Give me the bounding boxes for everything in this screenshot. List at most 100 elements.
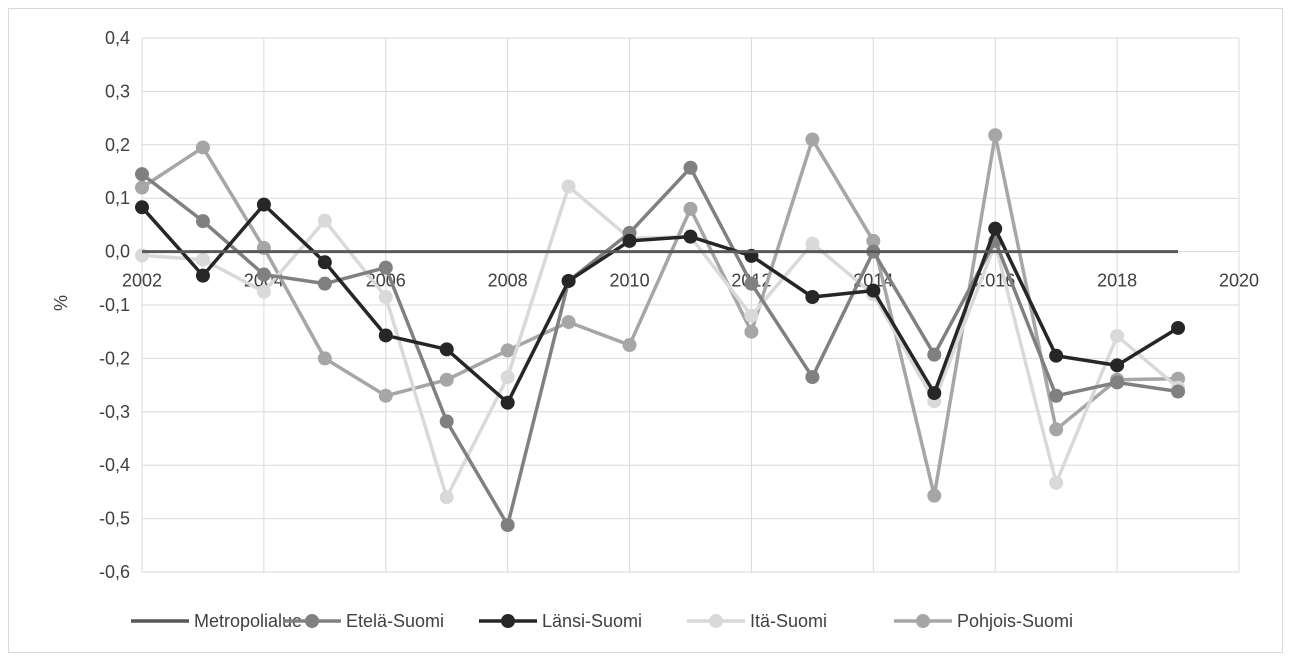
data-point bbox=[439, 414, 454, 429]
series-line bbox=[141, 184, 1180, 499]
legend-label: Etelä-Suomi bbox=[346, 611, 444, 631]
data-point bbox=[1171, 384, 1186, 399]
data-point bbox=[439, 372, 454, 387]
y-tick-label: 0,3 bbox=[105, 81, 130, 101]
x-tick-label: 2002 bbox=[122, 271, 162, 291]
data-point bbox=[500, 395, 515, 410]
data-point bbox=[500, 343, 515, 358]
legend-item: Itä-Suomi bbox=[687, 611, 827, 631]
data-point bbox=[744, 276, 759, 291]
data-point bbox=[195, 268, 210, 283]
legend-item: Etelä-Suomi bbox=[283, 611, 444, 631]
legend-swatch-marker bbox=[709, 614, 723, 628]
data-point bbox=[317, 255, 332, 270]
legend: Metropolialue Etelä-Suomi Länsi-Suomi Itä-S… bbox=[131, 611, 1073, 631]
y-tick-label: 0,0 bbox=[105, 242, 130, 262]
legend-label: Metropolialue bbox=[194, 611, 302, 631]
y-tick-label: 0,4 bbox=[105, 28, 130, 48]
x-tick-label: 2008 bbox=[488, 271, 528, 291]
data-point bbox=[1049, 475, 1064, 490]
data-point bbox=[1110, 358, 1125, 373]
legend-swatch-marker bbox=[305, 614, 319, 628]
y-tick-label: 0,2 bbox=[105, 135, 130, 155]
series-line bbox=[140, 202, 1179, 405]
series-line bbox=[141, 133, 1179, 498]
series-line bbox=[140, 166, 1179, 527]
data-point bbox=[561, 179, 576, 194]
series-layer bbox=[135, 128, 1186, 533]
x-tick-label: 2018 bbox=[1097, 271, 1137, 291]
series-pohjois-suomi bbox=[135, 128, 1186, 503]
y-tick-label: 0,1 bbox=[105, 188, 130, 208]
data-point bbox=[1110, 375, 1125, 390]
data-point bbox=[805, 236, 820, 251]
data-point bbox=[1171, 320, 1186, 335]
data-point bbox=[500, 518, 515, 533]
series-etel-suomi bbox=[135, 160, 1186, 533]
data-point bbox=[744, 308, 759, 323]
data-point bbox=[256, 267, 271, 282]
data-point bbox=[561, 315, 576, 330]
grid bbox=[141, 37, 1240, 573]
x-tick-label: 2010 bbox=[610, 271, 650, 291]
data-point bbox=[683, 201, 698, 216]
data-point bbox=[927, 347, 942, 362]
data-point bbox=[378, 260, 393, 275]
data-point bbox=[866, 233, 881, 248]
data-point bbox=[195, 252, 210, 267]
data-point bbox=[927, 386, 942, 401]
data-point bbox=[683, 160, 698, 175]
line-chart: 0,4 0,3 0,2 0,1 0,0 -0,1 -0,2 -0,3 -0,4 -0,5 -0,6 2… bbox=[51, 28, 1259, 631]
data-point bbox=[439, 342, 454, 357]
data-point bbox=[1049, 348, 1064, 363]
data-point bbox=[988, 221, 1003, 236]
y-tick-label: -0,4 bbox=[99, 455, 130, 475]
legend-label: Itä-Suomi bbox=[750, 611, 827, 631]
data-point bbox=[317, 276, 332, 291]
series-l-nsi-suomi bbox=[135, 197, 1186, 410]
chart-frame: 0,4 0,3 0,2 0,1 0,0 -0,1 -0,2 -0,3 -0,4 -0,5 -0,6 2… bbox=[8, 8, 1283, 653]
legend-label: Pohjois-Suomi bbox=[957, 611, 1073, 631]
data-point bbox=[866, 283, 881, 298]
data-point bbox=[378, 328, 393, 343]
y-axis-label: % bbox=[51, 295, 71, 311]
data-point bbox=[439, 490, 454, 505]
data-point bbox=[378, 388, 393, 403]
legend-swatch-marker bbox=[916, 614, 930, 628]
data-point bbox=[195, 140, 210, 155]
data-point bbox=[744, 324, 759, 339]
data-point bbox=[561, 273, 576, 288]
legend-swatch-marker bbox=[501, 614, 515, 628]
legend-item: Länsi-Suomi bbox=[479, 611, 642, 631]
data-point bbox=[256, 284, 271, 299]
series-it-suomi bbox=[135, 179, 1186, 505]
data-point bbox=[988, 128, 1003, 143]
data-point bbox=[805, 289, 820, 304]
x-tick-label: 2020 bbox=[1219, 271, 1259, 291]
y-tick-label: -0,2 bbox=[99, 348, 130, 368]
data-point bbox=[1049, 422, 1064, 437]
legend-item: Metropolialue bbox=[131, 611, 302, 631]
legend-item: Pohjois-Suomi bbox=[894, 611, 1073, 631]
data-point bbox=[135, 167, 149, 182]
data-point bbox=[135, 200, 149, 215]
legend-label: Länsi-Suomi bbox=[542, 611, 642, 631]
y-tick-label: -0,5 bbox=[99, 509, 130, 529]
data-point bbox=[683, 229, 698, 244]
data-point bbox=[317, 351, 332, 366]
y-tick-label: -0,1 bbox=[99, 295, 130, 315]
data-point bbox=[1110, 328, 1125, 343]
data-point bbox=[622, 338, 637, 353]
data-point bbox=[317, 213, 332, 228]
data-point bbox=[1049, 388, 1064, 403]
data-point bbox=[805, 370, 820, 385]
data-point bbox=[195, 214, 210, 229]
data-point bbox=[500, 370, 515, 385]
data-point bbox=[805, 132, 820, 147]
data-point bbox=[927, 488, 942, 503]
y-tick-label: -0,3 bbox=[99, 402, 130, 422]
data-point bbox=[622, 233, 637, 248]
data-point bbox=[135, 180, 149, 195]
data-point bbox=[378, 289, 393, 304]
y-tick-label: -0,6 bbox=[99, 562, 130, 582]
